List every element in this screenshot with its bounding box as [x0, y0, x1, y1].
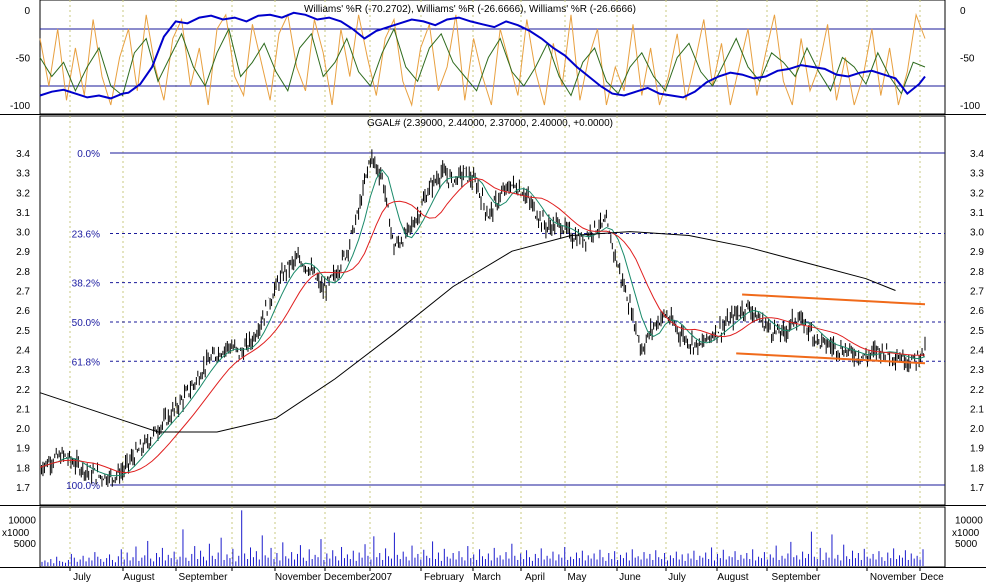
price-panel: 1.7 1.7 1.8 1.8 1.9 1.9 2.0 2.0 2.1 2.1 2.2 2.2 2.3 2…	[16, 149, 984, 494]
price-tick-left: 3.1	[16, 208, 30, 219]
williams-r-title: Williams' %R (-70.2702), Williams' %R (-…	[304, 4, 636, 15]
trend-line	[736, 352, 926, 365]
volume-panel-frame	[39, 506, 946, 568]
x-tick-label: March	[473, 572, 501, 583]
volume-tick-left: 5000	[14, 539, 37, 550]
x-axis: July August September November December 2007 F…	[69, 567, 944, 583]
x-tick-label: November	[870, 572, 917, 583]
x-tick-label: April	[525, 572, 545, 583]
price-tick-right: 3.3	[970, 169, 984, 180]
price-tick-left: 2.3	[16, 365, 30, 376]
price-tick-left: 3.0	[16, 228, 30, 239]
x-tick-label: February	[424, 572, 464, 583]
volume-unit-right: x1000	[952, 528, 980, 539]
price-tick-left: 2.0	[16, 424, 30, 435]
price-tick-right: 1.7	[970, 483, 984, 494]
ma-short-line	[39, 168, 926, 477]
x-tick-label: November	[275, 572, 322, 583]
panel-frames	[0, 0, 986, 568]
osc-tick-right: -50	[960, 54, 975, 65]
volume-tick-left: 10000	[8, 516, 36, 527]
x-tick-label: September	[179, 572, 229, 583]
price-tick-right: 2.6	[970, 306, 984, 317]
williams-mid-line	[39, 27, 926, 97]
price-tick-left: 3.2	[16, 188, 30, 199]
volume-unit-left: x1000	[2, 528, 30, 539]
price-tick-right: 3.2	[970, 188, 984, 199]
price-tick-right: 1.8	[970, 463, 984, 474]
x-tick-label: December	[324, 572, 371, 583]
price-tick-right: 2.2	[970, 385, 984, 396]
fib-level-label: 0.0%	[77, 149, 100, 160]
volume-tick-right: 10000	[955, 516, 983, 527]
price-tick-left: 3.4	[16, 149, 30, 160]
price-tick-left: 2.2	[16, 385, 30, 396]
price-tick-right: 1.9	[970, 444, 984, 455]
x-tick-label: May	[568, 572, 587, 583]
williams-short-line	[39, 12, 926, 107]
fib-level-label: 38.2%	[72, 279, 100, 290]
price-tick-left: 1.9	[16, 444, 30, 455]
fib-level-label: 50.0%	[72, 318, 100, 329]
osc-tick-right: -100	[960, 101, 980, 112]
x-tick-label: July	[668, 572, 686, 583]
price-tick-right: 2.4	[970, 345, 984, 356]
trend-line	[742, 293, 926, 306]
osc-tick-right: 0	[960, 6, 966, 17]
williams-long-line	[39, 11, 926, 100]
price-tick-left: 2.7	[16, 287, 30, 298]
price-tick-right: 3.1	[970, 208, 984, 219]
price-tick-right: 2.5	[970, 326, 984, 337]
price-tick-left: 2.4	[16, 345, 30, 356]
price-tick-right: 2.1	[970, 404, 984, 415]
price-tick-right: 2.0	[970, 424, 984, 435]
osc-tick-left: -100	[10, 101, 30, 112]
price-title: GGAL# (2.39000, 2.44000, 2.37000, 2.4000…	[367, 118, 613, 129]
price-tick-right: 2.3	[970, 365, 984, 376]
volume-panel: 10000 10000 5000 5000	[8, 510, 983, 566]
x-tick-label: June	[619, 572, 641, 583]
price-tick-left: 3.3	[16, 169, 30, 180]
x-tick-label: September	[772, 572, 822, 583]
price-tick-left: 1.8	[16, 463, 30, 474]
price-tick-left: 2.1	[16, 404, 30, 415]
price-tick-right: 3.0	[970, 228, 984, 239]
x-tick-label: August	[123, 572, 154, 583]
fib-level-label: 61.8%	[72, 357, 100, 368]
fib-level-label: 23.6%	[72, 230, 100, 241]
osc-tick-left: -50	[16, 54, 31, 65]
x-tick-label: July	[73, 572, 91, 583]
x-tick-label: August	[717, 572, 748, 583]
price-tick-left: 1.7	[16, 483, 30, 494]
fib-level-label: 100.0%	[66, 481, 100, 492]
price-tick-left: 2.8	[16, 267, 30, 278]
x-tick-label: 2007	[370, 572, 393, 583]
williams-r-panel: 0 0 -50 -50 -100 -100	[10, 6, 980, 112]
volume-tick-right: 5000	[955, 539, 978, 550]
price-tick-left: 2.6	[16, 306, 30, 317]
price-bars	[39, 149, 926, 487]
price-tick-right: 2.8	[970, 267, 984, 278]
price-tick-left: 2.9	[16, 247, 30, 258]
osc-tick-left: 0	[24, 6, 30, 17]
price-tick-right: 3.4	[970, 149, 984, 160]
price-tick-right: 2.7	[970, 287, 984, 298]
ma-long-line	[39, 231, 896, 433]
price-tick-right: 2.9	[970, 247, 984, 258]
ma-mid-line	[39, 177, 926, 474]
x-tick-label: Dece	[920, 572, 944, 583]
price-tick-left: 2.5	[16, 326, 30, 337]
